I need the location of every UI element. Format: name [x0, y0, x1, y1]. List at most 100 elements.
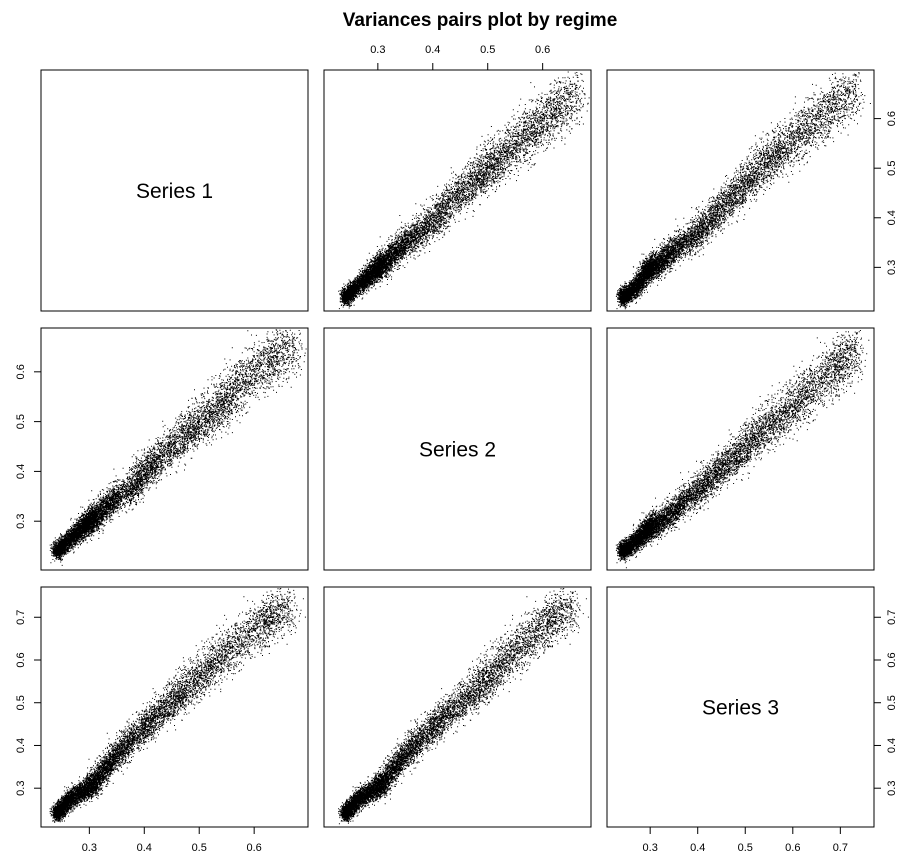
tick-label: 0.3 — [370, 44, 385, 56]
data-point — [171, 701, 173, 704]
point-cloud — [338, 588, 589, 825]
tick-label: 0.3 — [15, 514, 27, 529]
tick-label: 0.3 — [886, 781, 898, 796]
data-point — [181, 689, 184, 691]
tick-label: 0.5 — [738, 842, 753, 854]
panel-frame — [40, 69, 309, 312]
tick-label: 0.6 — [886, 111, 898, 126]
data-point — [782, 147, 785, 150]
panel-1-1: Series 1 — [40, 69, 309, 312]
panel-2-2: Series 2 — [323, 327, 592, 571]
data-point — [459, 192, 461, 194]
data-point — [815, 117, 818, 120]
data-point — [291, 341, 294, 343]
data-point — [286, 603, 288, 606]
tick-label: 0.3 — [643, 842, 658, 854]
data-point — [459, 701, 461, 704]
tick-label: 0.7 — [15, 610, 27, 625]
data-point — [519, 646, 522, 648]
data-point — [171, 445, 173, 448]
tick-label: 0.5 — [15, 695, 27, 710]
bottom-axis-1: 0.3 0.4 0.5 0.6 — [82, 826, 262, 854]
tick-label: 0.4 — [15, 464, 27, 479]
chart-title: Variances pairs plot by regime — [343, 10, 618, 31]
diagonal-label: Series 1 — [136, 180, 213, 203]
tick-label: 0.5 — [886, 695, 898, 710]
panel-2-1 — [40, 327, 309, 571]
tick-label: 0.6 — [535, 44, 550, 56]
top-axis-2: 0.3 0.4 0.5 0.6 — [370, 44, 550, 71]
left-axis-3: 0.3 0.4 0.5 0.6 0.7 — [15, 610, 42, 796]
panel-1-2 — [323, 69, 592, 312]
left-axis-2: 0.3 0.4 0.5 0.6 — [15, 364, 42, 529]
panel-3-1 — [40, 586, 309, 828]
panel-frame — [323, 586, 592, 828]
point-cloud — [615, 330, 870, 569]
tick-label: 0.7 — [886, 610, 898, 625]
data-point — [853, 346, 856, 348]
data-point — [569, 603, 571, 606]
tick-label: 0.6 — [15, 364, 27, 379]
data-point — [404, 753, 407, 755]
tick-label: 0.5 — [886, 161, 898, 176]
tick-label: 0.3 — [82, 842, 97, 854]
tick-label: 0.5 — [480, 44, 495, 56]
data-point — [475, 689, 478, 691]
data-point — [242, 381, 244, 383]
tick-label: 0.3 — [15, 781, 27, 796]
bottom-axis-3: 0.3 0.4 0.5 0.6 0.7 — [643, 826, 848, 854]
data-point — [187, 430, 189, 433]
data-point — [558, 107, 560, 110]
data-point — [853, 88, 856, 90]
data-point — [682, 241, 685, 244]
tick-label: 0.4 — [690, 842, 705, 854]
data-point — [768, 157, 770, 160]
point-cloud — [49, 588, 306, 823]
tick-label: 0.7 — [833, 842, 848, 854]
point-cloud — [338, 71, 590, 310]
panel-frame — [606, 327, 875, 571]
right-axis-1: 0.3 0.4 0.5 0.6 — [873, 111, 898, 275]
data-point — [116, 753, 118, 755]
tick-label: 0.4 — [137, 842, 152, 854]
data-point — [773, 420, 775, 423]
data-point — [758, 430, 761, 433]
tick-label: 0.4 — [425, 44, 440, 56]
tick-label: 0.6 — [886, 652, 898, 667]
data-point — [214, 659, 217, 661]
tick-label: 0.5 — [192, 842, 207, 854]
point-cloud — [49, 329, 307, 566]
tick-label: 0.6 — [247, 842, 262, 854]
data-point — [725, 202, 727, 204]
data-point — [806, 390, 808, 393]
panel-3-3: Series 3 — [606, 586, 875, 828]
tick-label: 0.6 — [785, 842, 800, 854]
data-point — [497, 157, 500, 160]
tick-label: 0.4 — [886, 210, 898, 225]
tick-label: 0.4 — [15, 738, 27, 753]
data-point — [475, 177, 478, 179]
data-point — [253, 629, 255, 631]
right-axis-3: 0.3 0.4 0.5 0.6 0.7 — [873, 610, 898, 796]
diagonal-label: Series 3 — [702, 697, 779, 720]
data-point — [514, 142, 516, 145]
data-point — [258, 366, 261, 368]
panel-3-2 — [323, 586, 592, 828]
tick-label: 0.4 — [886, 738, 898, 753]
data-point — [231, 646, 233, 648]
tick-label: 0.3 — [886, 260, 898, 275]
data-point — [536, 629, 538, 631]
point-cloud — [615, 72, 871, 310]
data-point — [225, 395, 228, 398]
data-point — [541, 117, 544, 120]
tick-label: 0.6 — [15, 652, 27, 667]
diagonal-label: Series 2 — [419, 439, 496, 462]
panel-1-3 — [606, 69, 875, 312]
data-point — [744, 445, 747, 448]
data-point — [739, 187, 742, 189]
data-point — [825, 376, 827, 378]
tick-label: 0.5 — [15, 414, 27, 429]
panel-frame — [323, 327, 592, 571]
